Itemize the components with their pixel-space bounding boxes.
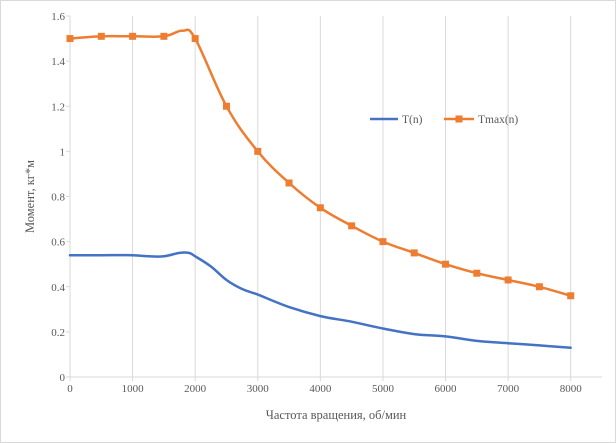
x-tick-label: 6000: [435, 383, 458, 395]
x-tick-label: 5000: [372, 383, 395, 395]
legend-item-tmax: Tmax(n): [444, 114, 518, 126]
data-point-marker: [66, 35, 74, 43]
series: [66, 28, 575, 349]
x-tick-label: 0: [67, 383, 73, 395]
x-tick-label: 8000: [560, 383, 583, 395]
data-point-marker: [129, 32, 137, 40]
y-axis-title: Момент, кг*м: [23, 160, 37, 233]
data-point-marker: [97, 32, 105, 40]
data-point-marker: [254, 147, 262, 155]
series-line-0: [68, 251, 572, 349]
y-tick-label: 0: [60, 372, 66, 384]
legend: T(n) Tmax(n): [370, 114, 518, 126]
data-point-marker: [222, 102, 230, 110]
data-point-marker: [473, 269, 481, 277]
x-tick-label: 2000: [184, 383, 207, 395]
y-tick-labels: 0 0.2 0.4 0.6 0.8 1 1.2 1.4 1.6: [51, 11, 65, 384]
data-point-marker: [160, 32, 168, 40]
x-tick-label: 3000: [247, 383, 270, 395]
data-point-marker: [285, 179, 293, 187]
legend-marker-tmax: [455, 115, 463, 123]
y-tick-label: 0.2: [51, 327, 65, 339]
data-point-marker: [567, 292, 575, 300]
y-tick-label: 1.2: [51, 101, 65, 113]
data-point-marker: [442, 260, 450, 268]
y-tick-label: 1.6: [51, 11, 65, 23]
legend-label-tmax: Tmax(n): [478, 114, 518, 126]
y-tick-label: 0.6: [51, 237, 65, 249]
x-tick-label: 1000: [122, 383, 145, 395]
y-tick-label: 1: [60, 146, 66, 158]
data-point-marker: [535, 283, 543, 291]
y-tick-label: 0.8: [51, 192, 65, 204]
grid: [66, 15, 572, 381]
y-tick-label: 0.4: [51, 282, 65, 294]
data-point-marker: [191, 35, 199, 43]
legend-item-t: T(n): [370, 114, 423, 126]
data-point-marker: [348, 222, 356, 230]
y-tick-label: 1.4: [51, 56, 65, 68]
x-tick-label: 7000: [497, 383, 520, 395]
data-point-marker: [316, 204, 324, 212]
data-point-marker: [379, 238, 387, 246]
x-tick-label: 4000: [309, 383, 332, 395]
data-point-marker: [504, 276, 512, 284]
x-tick-labels: 0 1000 2000 3000 4000 5000 6000 7000 8000: [67, 383, 582, 395]
axes: [69, 16, 602, 378]
x-axis-title: Частота вращения, об/мин: [266, 408, 407, 422]
legend-label-t: T(n): [402, 114, 423, 126]
data-point-marker: [410, 249, 418, 257]
